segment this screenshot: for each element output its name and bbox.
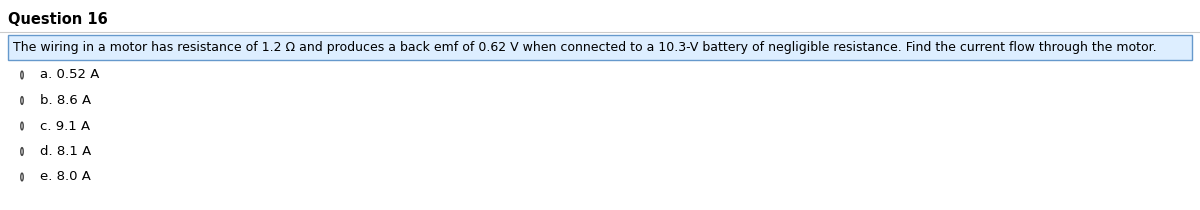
- Text: e. 8.0 A: e. 8.0 A: [40, 171, 91, 184]
- Text: d. 8.1 A: d. 8.1 A: [40, 145, 91, 158]
- Text: c. 9.1 A: c. 9.1 A: [40, 119, 90, 133]
- Text: Question 16: Question 16: [8, 12, 108, 27]
- FancyBboxPatch shape: [8, 35, 1192, 60]
- Text: a. 0.52 A: a. 0.52 A: [40, 68, 100, 81]
- Text: The wiring in a motor has resistance of 1.2 Ω and produces a back emf of 0.62 V : The wiring in a motor has resistance of …: [13, 41, 1157, 54]
- Text: b. 8.6 A: b. 8.6 A: [40, 94, 91, 107]
